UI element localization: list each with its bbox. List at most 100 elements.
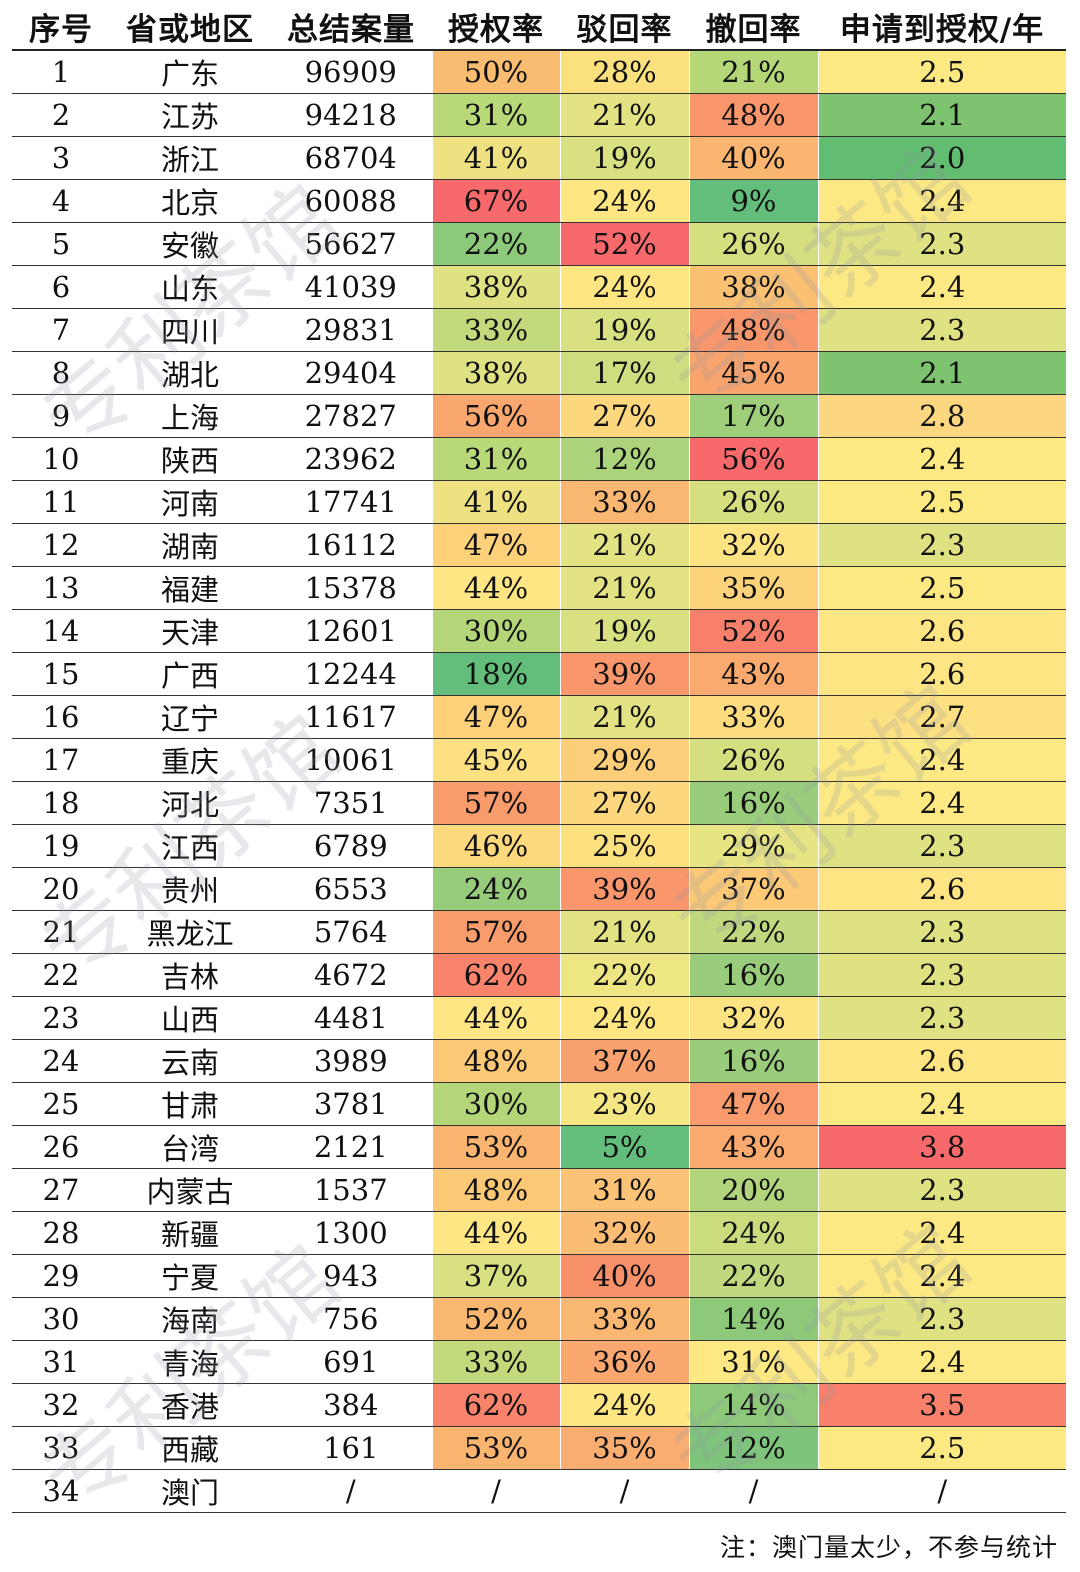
table-row: 21 黑龙江 5764 57% 21% 22% 2.3 xyxy=(12,910,1066,954)
years-to-grant-cell: / xyxy=(817,1469,1066,1513)
grant-rate-cell: 30% xyxy=(431,1082,560,1126)
table-row: 18 河北 7351 57% 27% 16% 2.4 xyxy=(12,781,1066,825)
grant-rate-cell: 22% xyxy=(431,222,560,266)
region-cell: 宁夏 xyxy=(110,1254,270,1298)
table-row: 22 吉林 4672 62% 22% 16% 2.3 xyxy=(12,953,1066,997)
reject-rate-cell: 24% xyxy=(559,265,689,309)
grant-rate-cell: 38% xyxy=(431,351,560,395)
table-row: 13 福建 15378 44% 21% 35% 2.5 xyxy=(12,566,1066,610)
table-row: 5 安徽 56627 22% 52% 26% 2.3 xyxy=(12,222,1066,266)
reject-rate-cell: 37% xyxy=(559,1039,689,1083)
data-sheet: 序号 省或地区 总结案量 授权率 驳回率 撤回率 申请到授权/年 1 广东 9690… xyxy=(12,4,1066,1513)
reject-rate-cell: 5% xyxy=(559,1125,689,1169)
table-row: 23 山西 4481 44% 24% 32% 2.3 xyxy=(12,996,1066,1040)
region-cell: 辽宁 xyxy=(110,695,270,739)
region-cell: 上海 xyxy=(110,394,270,438)
row-number-cell: 24 xyxy=(12,1039,110,1083)
reject-rate-cell: 21% xyxy=(559,523,689,567)
withdraw-rate-cell: 29% xyxy=(688,824,818,868)
grant-rate-cell: 52% xyxy=(431,1297,560,1341)
withdraw-rate-cell: 14% xyxy=(688,1383,818,1427)
grant-rate-cell: 48% xyxy=(431,1168,560,1212)
years-to-grant-cell: 2.3 xyxy=(817,1168,1066,1212)
row-number-cell: 15 xyxy=(12,652,110,696)
reject-rate-cell: 36% xyxy=(559,1340,689,1384)
reject-rate-cell: 39% xyxy=(559,652,689,696)
row-number-cell: 1 xyxy=(12,50,110,94)
region-cell: 青海 xyxy=(110,1340,270,1384)
region-cell: 安徽 xyxy=(110,222,270,266)
withdraw-rate-cell: 16% xyxy=(688,953,818,997)
grant-rate-cell: 62% xyxy=(431,953,560,997)
case-count-cell: / xyxy=(270,1469,432,1513)
years-to-grant-cell: 3.5 xyxy=(817,1383,1066,1427)
grant-rate-cell: 44% xyxy=(431,996,560,1040)
grant-rate-cell: 41% xyxy=(431,136,560,180)
case-count-cell: 12244 xyxy=(270,652,432,696)
table-row: 4 北京 60088 67% 24% 9% 2.4 xyxy=(12,179,1066,223)
row-number-cell: 31 xyxy=(12,1340,110,1384)
grant-rate-cell: 41% xyxy=(431,480,560,524)
reject-rate-cell: 28% xyxy=(559,50,689,94)
withdraw-rate-cell: 14% xyxy=(688,1297,818,1341)
reject-rate-cell: 40% xyxy=(559,1254,689,1298)
case-count-cell: 12601 xyxy=(270,609,432,653)
case-count-cell: 17741 xyxy=(270,480,432,524)
withdraw-rate-cell: / xyxy=(688,1469,818,1513)
years-to-grant-cell: 2.3 xyxy=(817,1297,1066,1341)
table-row: 32 香港 384 62% 24% 14% 3.5 xyxy=(12,1383,1066,1427)
row-number-cell: 12 xyxy=(12,523,110,567)
case-count-cell: 6789 xyxy=(270,824,432,868)
region-cell: 广东 xyxy=(110,50,270,94)
reject-rate-cell: 31% xyxy=(559,1168,689,1212)
reject-rate-cell: 24% xyxy=(559,1383,689,1427)
table-row: 6 山东 41039 38% 24% 38% 2.4 xyxy=(12,265,1066,309)
region-cell: 云南 xyxy=(110,1039,270,1083)
header-withdraw-rate: 撤回率 xyxy=(689,4,818,51)
case-count-cell: 29831 xyxy=(270,308,432,352)
years-to-grant-cell: 2.3 xyxy=(817,308,1066,352)
region-cell: 浙江 xyxy=(110,136,270,180)
region-cell: 北京 xyxy=(110,179,270,223)
withdraw-rate-cell: 40% xyxy=(688,136,818,180)
region-cell: 澳门 xyxy=(110,1469,270,1513)
withdraw-rate-cell: 16% xyxy=(688,1039,818,1083)
row-number-cell: 9 xyxy=(12,394,110,438)
years-to-grant-cell: 2.6 xyxy=(817,867,1066,911)
years-to-grant-cell: 2.6 xyxy=(817,1039,1066,1083)
table-row: 9 上海 27827 56% 27% 17% 2.8 xyxy=(12,394,1066,438)
years-to-grant-cell: 2.4 xyxy=(817,437,1066,481)
row-number-cell: 26 xyxy=(12,1125,110,1169)
years-to-grant-cell: 2.5 xyxy=(817,480,1066,524)
years-to-grant-cell: 2.8 xyxy=(817,394,1066,438)
table-row: 25 甘肃 3781 30% 23% 47% 2.4 xyxy=(12,1082,1066,1126)
region-cell: 内蒙古 xyxy=(110,1168,270,1212)
reject-rate-cell: 19% xyxy=(559,308,689,352)
table-row: 27 内蒙古 1537 48% 31% 20% 2.3 xyxy=(12,1168,1066,1212)
withdraw-rate-cell: 35% xyxy=(688,566,818,610)
years-to-grant-cell: 2.4 xyxy=(817,738,1066,782)
grant-rate-cell: 30% xyxy=(431,609,560,653)
withdraw-rate-cell: 22% xyxy=(688,910,818,954)
row-number-cell: 18 xyxy=(12,781,110,825)
withdraw-rate-cell: 48% xyxy=(688,93,818,137)
grant-rate-cell: 56% xyxy=(431,394,560,438)
reject-rate-cell: 25% xyxy=(559,824,689,868)
withdraw-rate-cell: 56% xyxy=(688,437,818,481)
case-count-cell: 2121 xyxy=(270,1125,432,1169)
reject-rate-cell: 24% xyxy=(559,996,689,1040)
years-to-grant-cell: 2.1 xyxy=(817,351,1066,395)
region-cell: 湖南 xyxy=(110,523,270,567)
withdraw-rate-cell: 32% xyxy=(688,996,818,1040)
withdraw-rate-cell: 26% xyxy=(688,222,818,266)
grant-rate-cell: 48% xyxy=(431,1039,560,1083)
table-row: 31 青海 691 33% 36% 31% 2.4 xyxy=(12,1340,1066,1384)
years-to-grant-cell: 2.5 xyxy=(817,1426,1066,1470)
withdraw-rate-cell: 20% xyxy=(688,1168,818,1212)
case-count-cell: 68704 xyxy=(270,136,432,180)
grant-rate-cell: 31% xyxy=(431,437,560,481)
grant-rate-cell: 37% xyxy=(431,1254,560,1298)
grant-rate-cell: 33% xyxy=(431,1340,560,1384)
row-number-cell: 22 xyxy=(12,953,110,997)
row-number-cell: 19 xyxy=(12,824,110,868)
